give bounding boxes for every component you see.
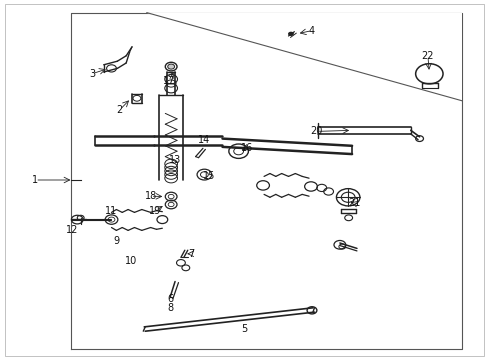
Text: 20: 20 [310,126,323,136]
Text: 12: 12 [66,225,79,235]
Circle shape [287,32,293,36]
Text: 9: 9 [113,236,119,246]
Text: 8: 8 [167,303,173,313]
Text: 15: 15 [203,171,215,181]
Text: 16: 16 [240,143,253,153]
Polygon shape [146,13,461,101]
Text: 7: 7 [188,249,194,259]
Text: 21: 21 [347,198,360,208]
Text: 19: 19 [149,206,162,216]
Text: 6: 6 [167,294,173,304]
Text: 14: 14 [198,135,210,145]
Text: 17: 17 [162,76,175,86]
Text: 11: 11 [105,206,118,216]
Text: 3: 3 [89,69,95,79]
Text: 5: 5 [241,324,247,334]
Text: 4: 4 [308,26,314,36]
Text: 18: 18 [144,191,157,201]
Text: 2: 2 [117,105,122,115]
Text: 1: 1 [32,175,38,185]
Text: 22: 22 [421,51,433,61]
Text: 13: 13 [168,155,181,165]
Text: 10: 10 [124,256,137,266]
Circle shape [167,64,174,69]
